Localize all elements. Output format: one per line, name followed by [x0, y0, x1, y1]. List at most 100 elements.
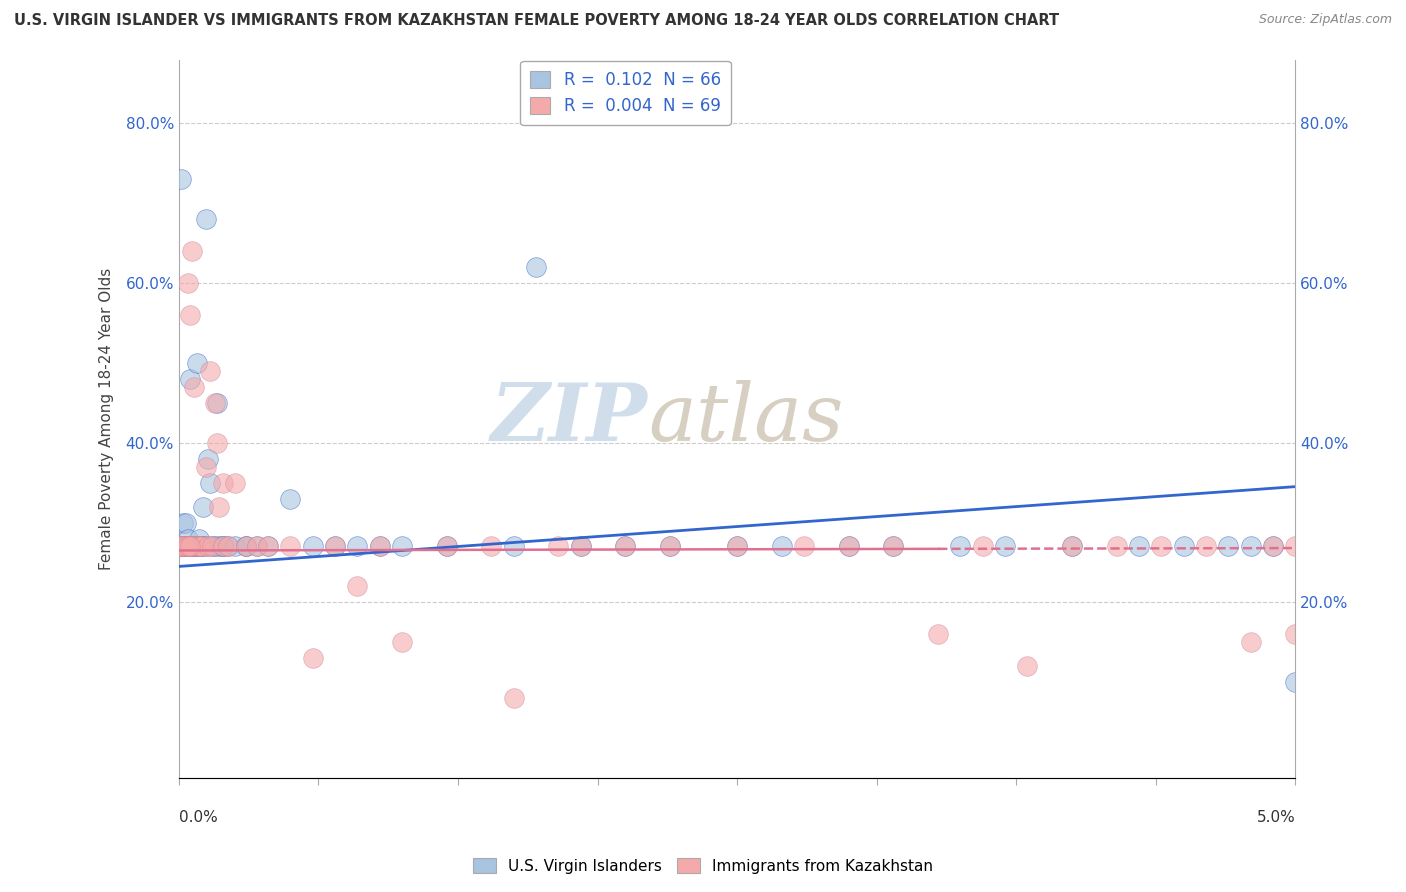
Text: 5.0%: 5.0% — [1257, 810, 1295, 825]
Text: ZIP: ZIP — [491, 380, 648, 458]
Point — [208, 500, 231, 514]
Point — [436, 540, 458, 554]
Point — [569, 540, 592, 554]
Text: atlas: atlas — [648, 380, 844, 458]
Point — [179, 540, 201, 554]
Point — [205, 396, 228, 410]
Point — [235, 540, 257, 554]
Point — [172, 540, 194, 554]
Point — [170, 540, 193, 554]
Point — [1261, 540, 1284, 554]
Point — [193, 500, 215, 514]
Point — [659, 540, 682, 554]
Point — [174, 540, 197, 554]
Point — [217, 540, 239, 554]
Point — [172, 540, 194, 554]
Point — [224, 475, 246, 490]
Point — [198, 475, 221, 490]
Point — [177, 532, 200, 546]
Point — [280, 491, 302, 506]
Point — [1195, 540, 1218, 554]
Point — [391, 540, 413, 554]
Point — [246, 540, 269, 554]
Point — [391, 635, 413, 649]
Point — [187, 532, 209, 546]
Point — [1150, 540, 1173, 554]
Point — [436, 540, 458, 554]
Point — [190, 540, 212, 554]
Point — [524, 260, 547, 274]
Point — [614, 540, 637, 554]
Point — [190, 540, 212, 554]
Point — [172, 540, 194, 554]
Point — [194, 212, 217, 227]
Point — [190, 540, 212, 554]
Point — [659, 540, 682, 554]
Point — [201, 540, 224, 554]
Point — [1261, 540, 1284, 554]
Point — [994, 540, 1017, 554]
Point — [481, 540, 503, 554]
Point — [224, 540, 246, 554]
Point — [170, 540, 193, 554]
Point — [172, 540, 194, 554]
Point — [793, 540, 815, 554]
Point — [301, 651, 323, 665]
Point — [368, 540, 391, 554]
Point — [174, 540, 197, 554]
Point — [346, 579, 368, 593]
Text: U.S. VIRGIN ISLANDER VS IMMIGRANTS FROM KAZAKHSTAN FEMALE POVERTY AMONG 18-24 YE: U.S. VIRGIN ISLANDER VS IMMIGRANTS FROM … — [14, 13, 1059, 29]
Point — [170, 540, 193, 554]
Point — [194, 540, 217, 554]
Point — [179, 540, 201, 554]
Point — [174, 540, 197, 554]
Point — [547, 540, 569, 554]
Point — [208, 540, 231, 554]
Point — [569, 540, 592, 554]
Point — [927, 627, 949, 641]
Point — [257, 540, 280, 554]
Point — [172, 516, 194, 530]
Point — [1284, 675, 1306, 690]
Legend: R =  0.102  N = 66, R =  0.004  N = 69: R = 0.102 N = 66, R = 0.004 N = 69 — [520, 61, 731, 126]
Point — [179, 372, 201, 386]
Point — [186, 540, 208, 554]
Point — [1062, 540, 1084, 554]
Point — [187, 540, 209, 554]
Point — [186, 356, 208, 370]
Point — [183, 540, 205, 554]
Point — [280, 540, 302, 554]
Point — [177, 540, 200, 554]
Point — [1284, 540, 1306, 554]
Point — [205, 435, 228, 450]
Point — [181, 540, 204, 554]
Legend: U.S. Virgin Islanders, Immigrants from Kazakhstan: U.S. Virgin Islanders, Immigrants from K… — [467, 852, 939, 880]
Point — [882, 540, 904, 554]
Point — [172, 540, 194, 554]
Point — [301, 540, 323, 554]
Point — [170, 172, 193, 186]
Point — [725, 540, 748, 554]
Point — [212, 540, 235, 554]
Point — [212, 540, 235, 554]
Text: Source: ZipAtlas.com: Source: ZipAtlas.com — [1258, 13, 1392, 27]
Point — [1128, 540, 1150, 554]
Point — [186, 540, 208, 554]
Point — [368, 540, 391, 554]
Point — [1062, 540, 1084, 554]
Point — [174, 540, 197, 554]
Point — [502, 691, 524, 706]
Point — [323, 540, 346, 554]
Text: 0.0%: 0.0% — [179, 810, 218, 825]
Point — [170, 540, 193, 554]
Point — [177, 540, 200, 554]
Point — [204, 540, 226, 554]
Point — [1240, 540, 1263, 554]
Point — [201, 540, 224, 554]
Point — [183, 380, 205, 394]
Point — [190, 540, 212, 554]
Point — [177, 540, 200, 554]
Point — [1173, 540, 1195, 554]
Point — [235, 540, 257, 554]
Point — [181, 540, 204, 554]
